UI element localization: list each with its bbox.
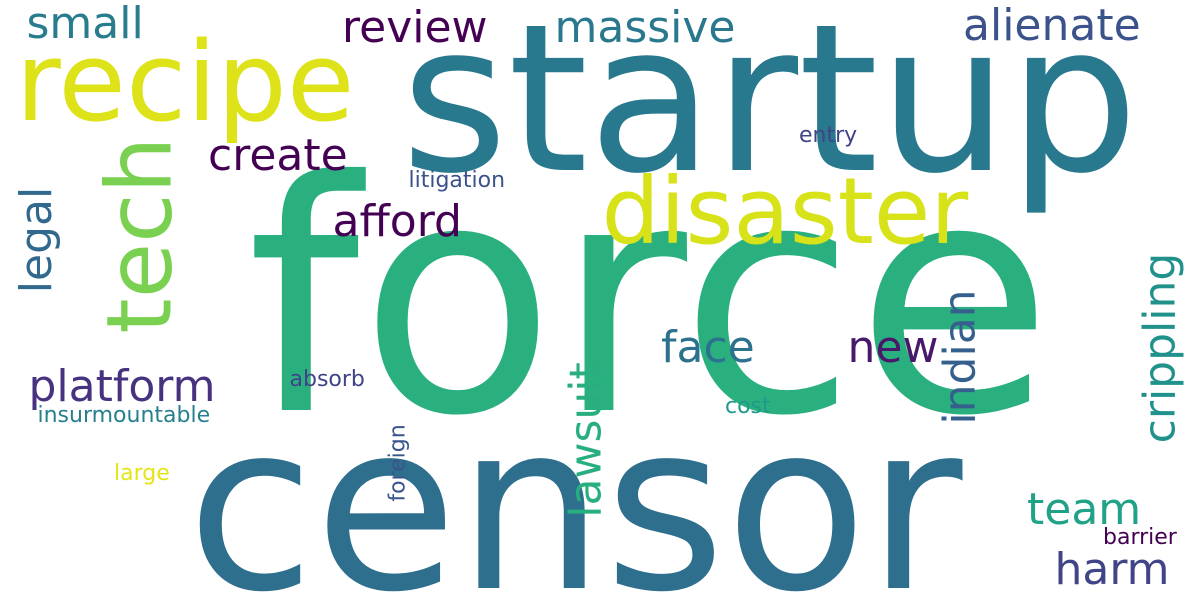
- word-lawsuit: lawsuit: [560, 362, 612, 518]
- word-cost: cost: [725, 394, 771, 419]
- word-small: small: [26, 0, 144, 49]
- word-platform: platform: [28, 361, 216, 412]
- word-foreign: foreign: [385, 424, 411, 502]
- word-disaster: disaster: [601, 158, 969, 265]
- word-review: review: [342, 2, 488, 53]
- word-large: large: [114, 461, 170, 486]
- word-insurmountable: insurmountable: [37, 403, 211, 428]
- word-entry: entry: [799, 123, 858, 148]
- word-absorb: absorb: [289, 367, 365, 392]
- word-barrier: barrier: [1103, 525, 1177, 550]
- word-censor: censor: [187, 373, 963, 600]
- word-team: team: [1027, 484, 1142, 535]
- word-recipe: recipe: [15, 18, 355, 146]
- word-face: face: [661, 322, 755, 373]
- word-massive: massive: [554, 2, 736, 53]
- word-new: new: [847, 322, 939, 373]
- word-indian: indian: [934, 289, 986, 425]
- word-crippling: crippling: [1133, 252, 1185, 444]
- word-legal: legal: [11, 186, 63, 294]
- word-create: create: [208, 130, 348, 181]
- word-alienate: alienate: [963, 0, 1141, 51]
- word-harm: harm: [1054, 544, 1170, 595]
- word-startup: startup: [401, 0, 1139, 219]
- word-litigation: litigation: [408, 168, 506, 193]
- word-force: force: [247, 114, 1053, 486]
- word-tech: tech: [87, 136, 193, 334]
- word-afford: afford: [332, 196, 462, 247]
